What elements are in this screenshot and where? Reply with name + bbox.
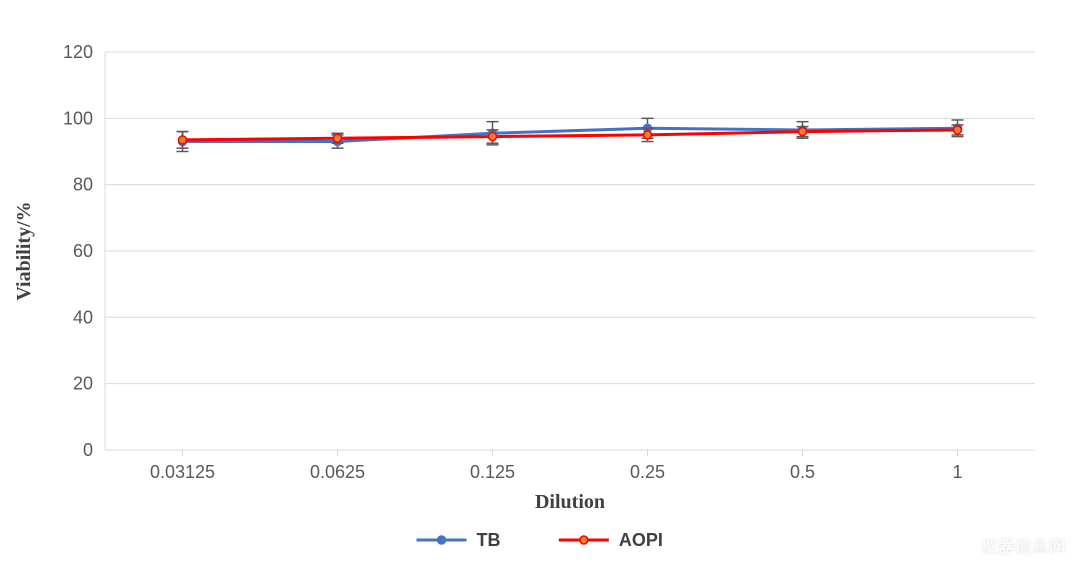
y-tick-label: 20 xyxy=(73,374,93,394)
series-marker-AOPI xyxy=(954,126,962,134)
y-tick-label: 80 xyxy=(73,175,93,195)
x-tick-label: 0.25 xyxy=(630,462,665,482)
y-axis-title: Viability/% xyxy=(13,201,35,300)
legend-label-AOPI: AOPI xyxy=(619,530,663,550)
legend-swatch-marker-TB xyxy=(438,536,446,544)
x-tick-label: 0.03125 xyxy=(150,462,215,482)
series-marker-AOPI xyxy=(179,136,187,144)
legend-swatch-marker-AOPI xyxy=(580,536,588,544)
viability-line-chart: 0 20 40 60 80 100 120 0.03125 0.0625 0.125 0.25 0.5… xyxy=(0,0,1080,563)
series-marker-AOPI xyxy=(334,134,342,142)
y-tick-label: 0 xyxy=(83,440,93,460)
x-tick-label: 0.0625 xyxy=(310,462,365,482)
x-axis-title: Dilution xyxy=(535,491,605,513)
y-tick-label: 120 xyxy=(63,42,93,62)
y-tick-label: 100 xyxy=(63,108,93,128)
series-marker-AOPI xyxy=(489,133,497,141)
y-tick-label: 40 xyxy=(73,307,93,327)
series-marker-AOPI xyxy=(799,128,807,136)
series-marker-AOPI xyxy=(644,131,652,139)
x-tick-label: 0.125 xyxy=(470,462,515,482)
y-tick-label: 60 xyxy=(73,241,93,261)
legend-label-TB: TB xyxy=(477,530,501,550)
x-tick-label: 1 xyxy=(952,462,962,482)
chart-container: 0 20 40 60 80 100 120 0.03125 0.0625 0.125 0.25 0.5… xyxy=(0,0,1080,563)
x-tick-label: 0.5 xyxy=(790,462,815,482)
